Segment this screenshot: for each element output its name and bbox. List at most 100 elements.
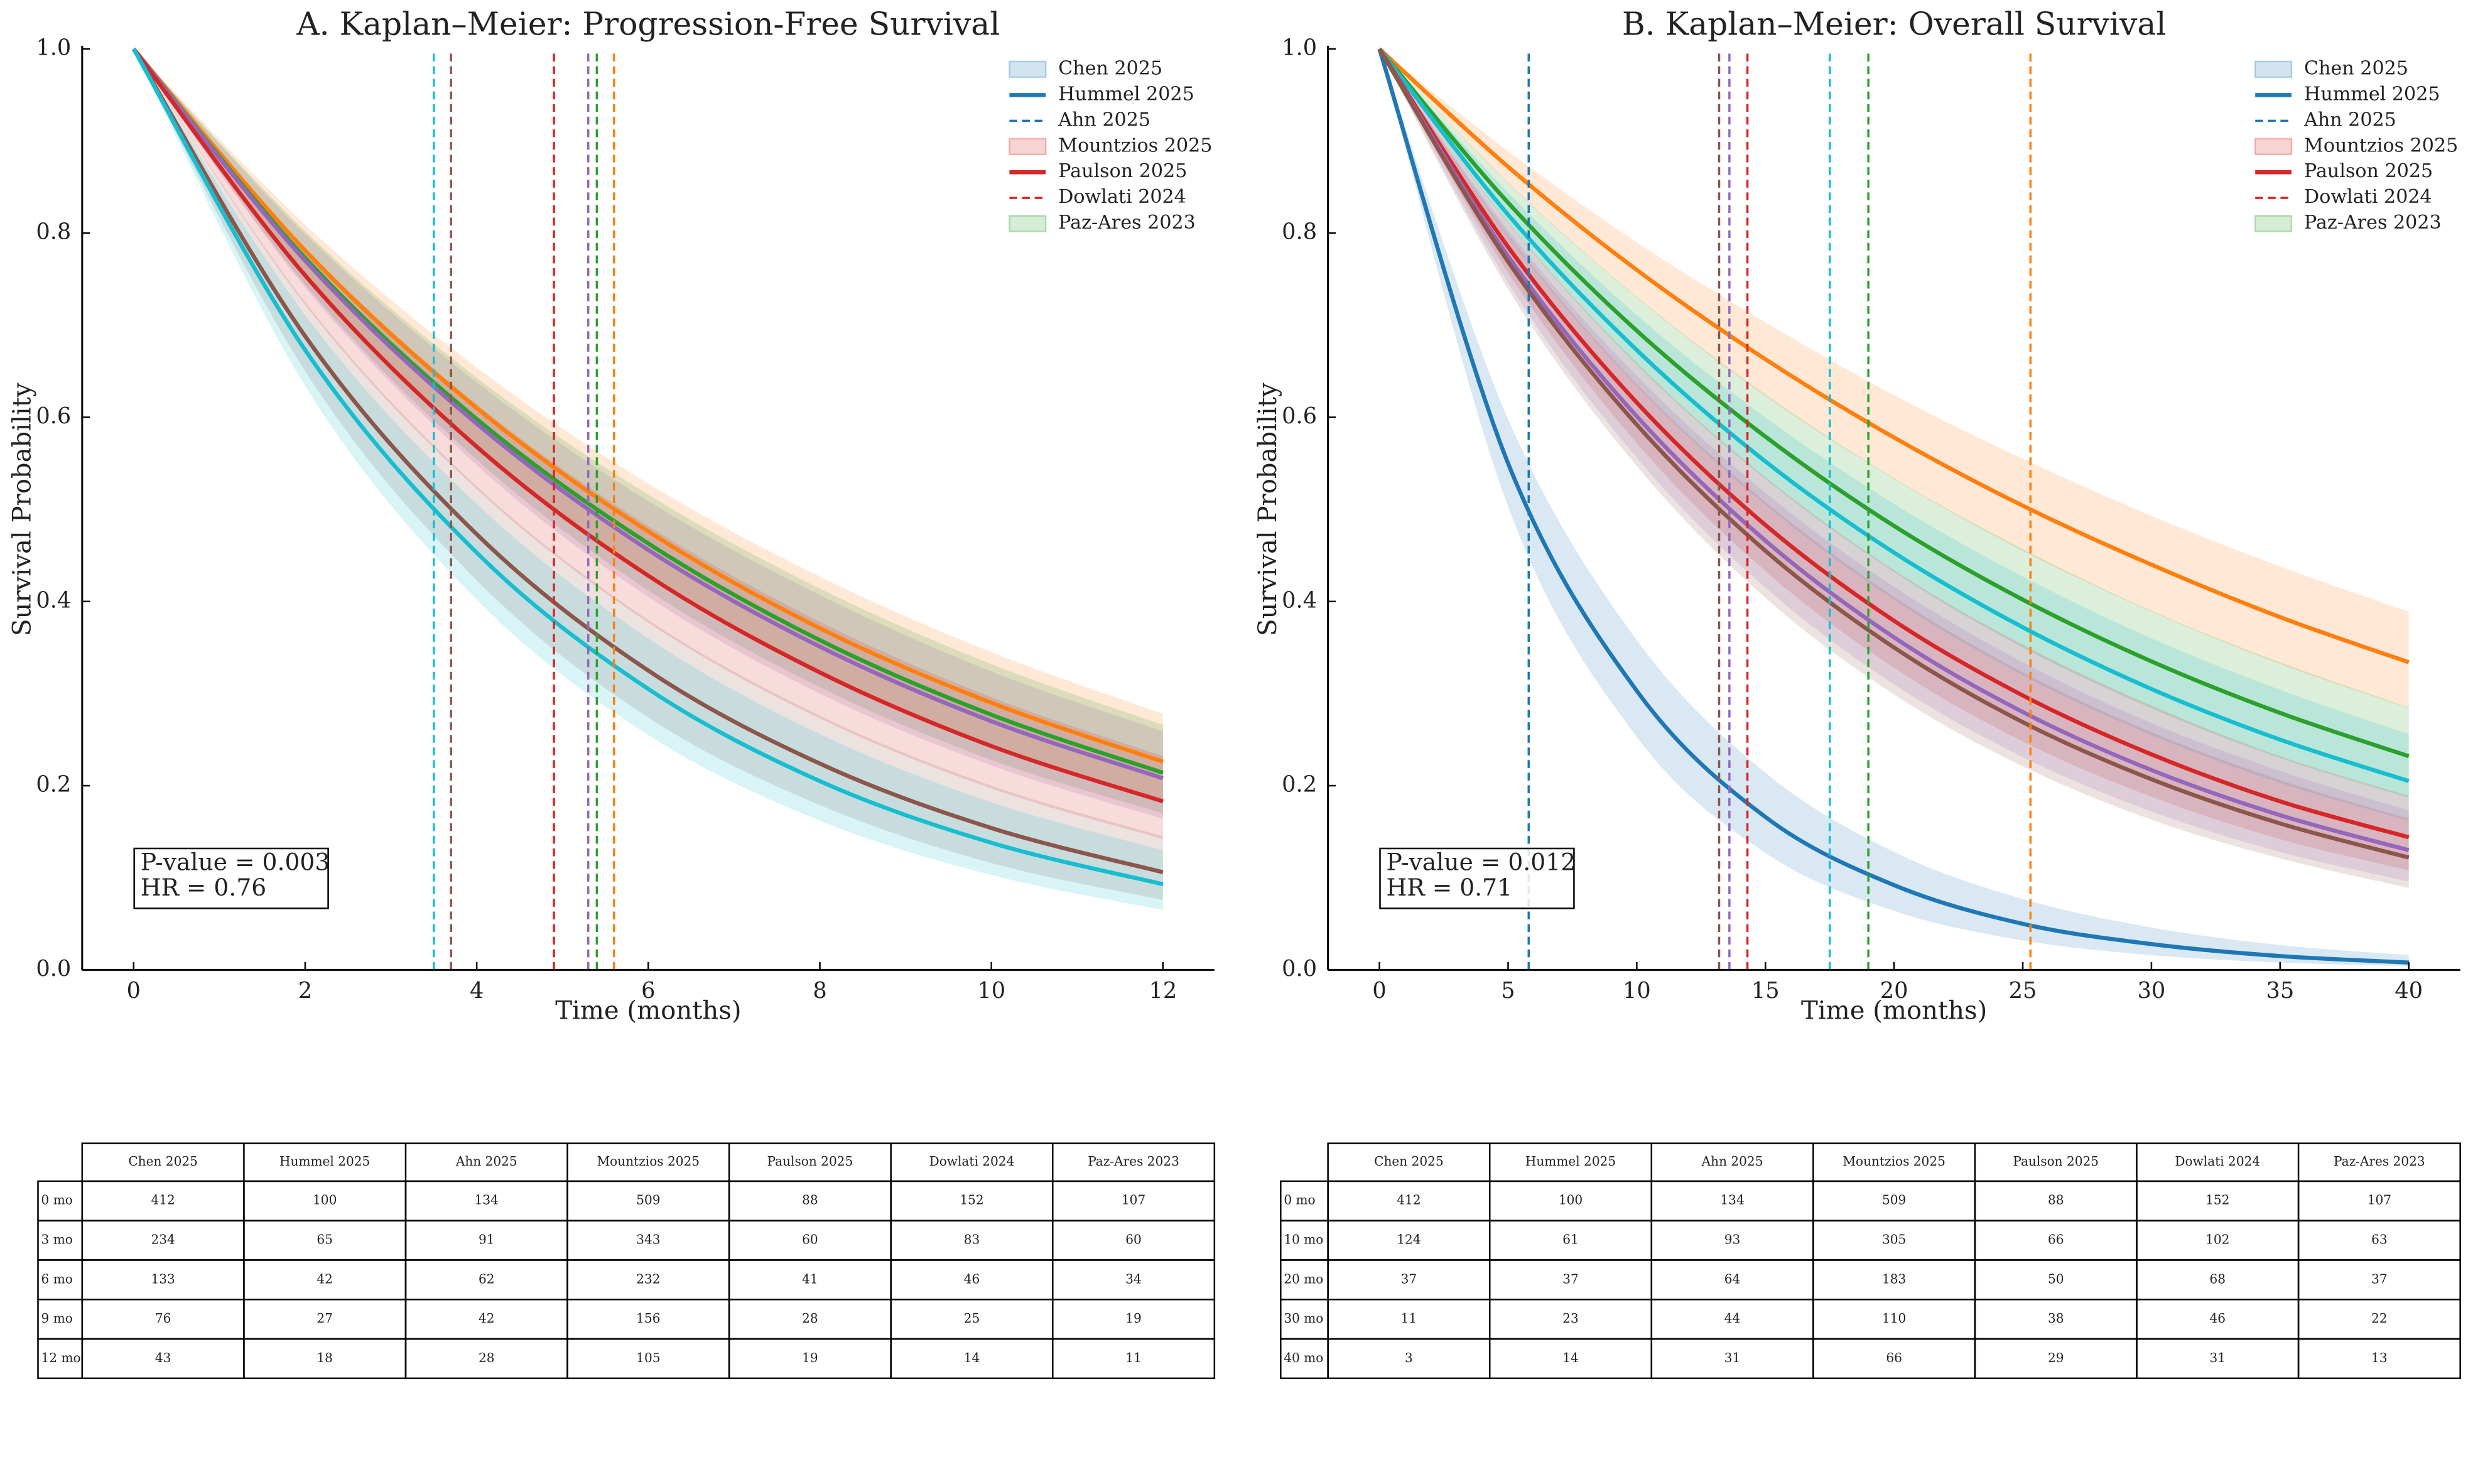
table-cell-text: 11 — [1125, 1350, 1142, 1365]
legend-label: Chen 2025 — [1058, 57, 1162, 79]
table-cell-text: 102 — [2205, 1232, 2229, 1247]
table-cell-text: 105 — [636, 1350, 660, 1365]
table-cell-text: 29 — [2048, 1350, 2064, 1365]
table-cell-text: 44 — [1724, 1311, 1741, 1326]
table-column-header: Paz-Ares 2023 — [1088, 1154, 1179, 1169]
y-tick-label: 0.0 — [36, 956, 71, 982]
table-cell-text: 509 — [1882, 1193, 1906, 1208]
confidence-band — [133, 48, 1163, 840]
table-column-header: Hummel 2025 — [279, 1154, 370, 1169]
table-cell — [2297, 1338, 2461, 1380]
table-row-label: 40 mo — [1284, 1350, 1323, 1365]
survival-curve — [132, 47, 1164, 804]
legend-label: Hummel 2025 — [1058, 83, 1194, 105]
table-column-header: Paz-Ares 2023 — [2334, 1154, 2425, 1169]
table-row-label: 9 mo — [41, 1311, 73, 1326]
legend-label: Paz-Ares 2023 — [2304, 212, 2442, 234]
table-cell-text: 91 — [479, 1232, 495, 1247]
table-cell-text: 11 — [1401, 1311, 1417, 1326]
table-cell-text: 412 — [151, 1193, 175, 1208]
table-cell-text: 66 — [1886, 1350, 1902, 1365]
table-cell-text: 156 — [636, 1311, 660, 1326]
table-row-label: 20 mo — [1284, 1271, 1323, 1286]
legend-swatch — [2254, 215, 2293, 232]
table-cell-text: 152 — [2205, 1193, 2229, 1208]
table-cell-text: 42 — [479, 1311, 495, 1326]
table-cell-text: 60 — [1125, 1232, 1142, 1247]
annotation: P-value = 0.003 — [141, 848, 330, 876]
table-cell-text: 88 — [802, 1193, 818, 1208]
table-column-header: Paulson 2025 — [2013, 1154, 2099, 1169]
confidence-band — [1379, 48, 2409, 821]
annotation-box — [133, 847, 329, 909]
table-cell-text: 61 — [1562, 1232, 1579, 1247]
confidence-band — [1379, 48, 2409, 882]
survival-curve — [1378, 47, 2410, 759]
legend-label: Hummel 2025 — [2304, 83, 2440, 105]
table-cell-text: 107 — [2367, 1193, 2391, 1208]
table-cell-text: 66 — [2048, 1232, 2064, 1247]
x-axis-label: Time (months) — [1801, 997, 1987, 1026]
table-cell-text: 110 — [1882, 1311, 1906, 1326]
table-cell-text: 124 — [1397, 1232, 1420, 1247]
table-cell-text: 63 — [2371, 1232, 2388, 1247]
table-cell-text: 19 — [802, 1350, 818, 1365]
table-row-label: 0 mo — [41, 1193, 73, 1208]
table-cell-text: 43 — [155, 1350, 171, 1365]
table-cell-text: 412 — [1397, 1193, 1420, 1208]
table-cell — [1052, 1338, 1216, 1380]
legend-label: Paulson 2025 — [1058, 160, 1187, 182]
table-cell-text: 28 — [479, 1350, 495, 1365]
table-cell-text: 37 — [2371, 1271, 2388, 1286]
x-tick-label: 40 — [2395, 978, 2423, 1004]
confidence-band — [1379, 48, 2409, 888]
table-column-header: Ahn 2025 — [455, 1154, 517, 1169]
legend-label: Ahn 2025 — [1058, 109, 1150, 131]
table-cell-text: 133 — [151, 1271, 175, 1286]
confidence-band — [1379, 48, 2409, 870]
table-column-header: Ahn 2025 — [1701, 1154, 1763, 1169]
confidence-band — [133, 48, 1163, 814]
table-cell-text: 13 — [2371, 1350, 2388, 1365]
table-row-label: 30 mo — [1284, 1311, 1323, 1326]
x-tick-label: 4 — [470, 978, 484, 1004]
table-cell-text: 88 — [2048, 1193, 2064, 1208]
x-tick-label: 5 — [1501, 978, 1515, 1004]
table-column-header: Hummel 2025 — [1525, 1154, 1616, 1169]
survival-curve — [132, 47, 1164, 781]
table-cell-text: 68 — [2210, 1271, 2226, 1286]
table-cell-text: 31 — [2210, 1350, 2226, 1365]
y-tick-label: 0.2 — [36, 772, 71, 798]
table-cell-text: 42 — [317, 1271, 333, 1286]
table-cell-text: 3 — [1405, 1350, 1413, 1365]
legend-label: Paz-Ares 2023 — [1058, 212, 1196, 234]
table-cell-text: 305 — [1882, 1232, 1906, 1247]
table-column-header: Paulson 2025 — [767, 1154, 853, 1169]
survival-curve — [132, 47, 1164, 764]
x-tick-label: 0 — [127, 978, 141, 1004]
legend-swatch — [1009, 138, 1047, 156]
y-tick-label: 0.4 — [36, 587, 71, 613]
table-column-header: Mountzios 2025 — [597, 1154, 700, 1169]
x-tick-label: 12 — [1149, 978, 1177, 1004]
legend-label: Mountzios 2025 — [1058, 134, 1212, 156]
legend-label: Dowlati 2024 — [2304, 186, 2432, 208]
table-cell-text: 50 — [2048, 1271, 2064, 1286]
y-tick-label: 0.0 — [1282, 956, 1317, 982]
x-axis-label: Time (months) — [555, 997, 741, 1026]
table-cell-text: 37 — [1401, 1271, 1417, 1286]
survival-curve — [1378, 47, 2410, 783]
x-tick-label: 8 — [813, 978, 826, 1004]
x-tick-label: 2 — [298, 978, 312, 1004]
table-cell-text: 83 — [964, 1232, 980, 1247]
x-tick-label: 15 — [1751, 978, 1780, 1004]
survival-curve — [1378, 47, 2410, 664]
table-cell-text: 152 — [960, 1193, 983, 1208]
table-cell-text: 38 — [2048, 1311, 2064, 1326]
y-tick-label: 0.8 — [1282, 219, 1317, 245]
table-cell-text: 19 — [1125, 1311, 1142, 1326]
survival-curve — [1377, 48, 2409, 965]
survival-curve — [1377, 48, 2410, 840]
table-cell-text: 25 — [964, 1311, 980, 1326]
table-cell-text: 23 — [1562, 1311, 1579, 1326]
